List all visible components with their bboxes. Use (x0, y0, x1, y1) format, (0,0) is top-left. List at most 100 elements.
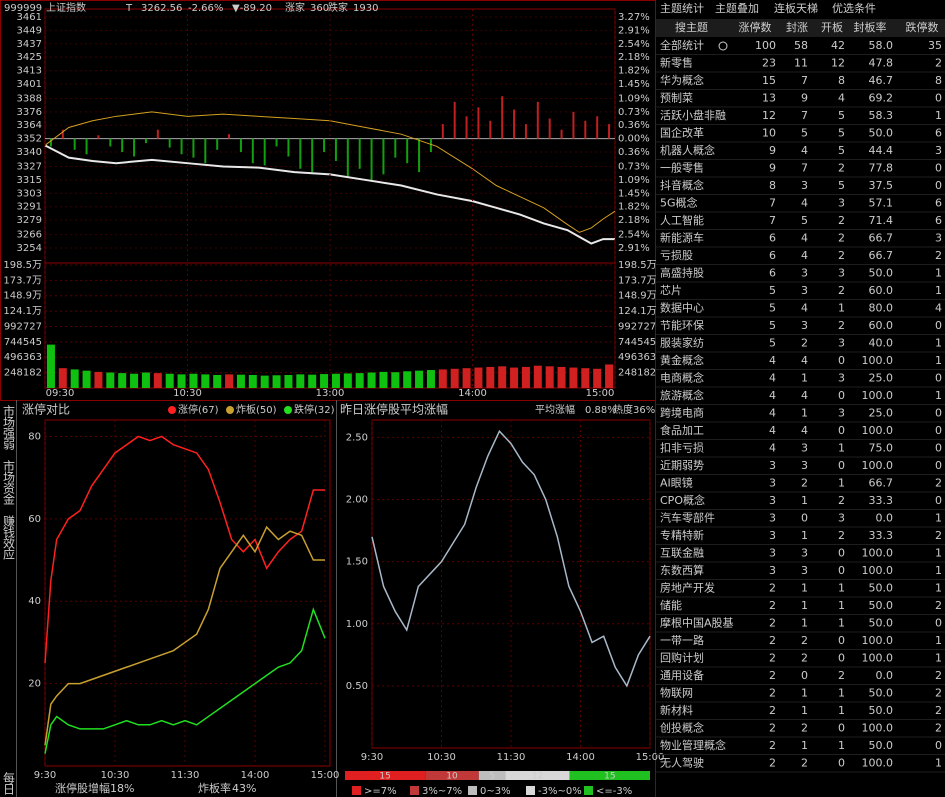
theme-name[interactable]: 新能源车 (660, 231, 704, 245)
cell: 2 (769, 687, 776, 700)
cell: 60.0 (869, 284, 894, 297)
y-tick-label: 3376 (17, 107, 42, 118)
theme-name[interactable]: 无人驾驶 (660, 756, 704, 770)
theme-name[interactable]: 预制菜 (660, 92, 693, 105)
cell: 3 (801, 284, 808, 297)
theme-name[interactable]: 亏损股 (660, 248, 693, 262)
theme-name[interactable]: 全部统计 (660, 38, 704, 52)
theme-name[interactable]: 回购计划 (660, 651, 704, 665)
theme-name[interactable]: 新零售 (660, 56, 693, 70)
theme-name[interactable]: 汽车零部件 (660, 511, 715, 525)
theme-name[interactable]: 储能 (660, 598, 682, 612)
theme-name[interactable]: 东数西算 (660, 563, 704, 577)
column-header[interactable]: 跌停数 (906, 20, 939, 34)
cell: 3 (801, 319, 808, 332)
cell: 100.0 (862, 389, 894, 402)
cell: 50.0 (869, 127, 894, 140)
distribution-segment (345, 771, 426, 780)
column-header[interactable]: 开板 (821, 20, 843, 34)
theme-name[interactable]: 数据中心 (660, 301, 704, 315)
theme-name[interactable]: 近期弱势 (660, 459, 704, 472)
theme-name[interactable]: 物联网 (660, 686, 693, 700)
side-tab[interactable]: 每日 (2, 771, 16, 795)
side-tab[interactable]: 赚钱效应 (2, 514, 16, 560)
theme-name[interactable]: 摩根中国A股基 (660, 616, 734, 630)
side-tab[interactable]: 市场强弱 (2, 404, 16, 451)
breadth-bar (358, 138, 361, 169)
y-tick-label: 3291 (17, 202, 42, 213)
cell: 69.2 (869, 92, 894, 105)
theme-name[interactable]: 节能环保 (660, 318, 704, 332)
theme-name[interactable]: 5G概念 (660, 196, 698, 210)
column-header[interactable]: 搜主题 (675, 20, 708, 34)
theme-name[interactable]: 一带一路 (660, 634, 704, 647)
theme-name[interactable]: 通用设备 (660, 668, 704, 682)
volume-bar (141, 372, 150, 388)
cell: 3 (769, 494, 776, 507)
theme-name[interactable]: 创投概念 (660, 721, 704, 735)
theme-name[interactable]: 电商概念 (660, 371, 704, 385)
theme-name[interactable]: 人工智能 (660, 213, 704, 227)
column-header[interactable]: 封板率 (854, 20, 887, 34)
cell: 0 (935, 162, 942, 175)
breadth-bar (608, 124, 611, 139)
theme-name[interactable]: 互联金融 (660, 546, 704, 560)
cell: 0 (838, 424, 845, 437)
cell: 0 (935, 179, 942, 192)
y-tick-label: 3461 (17, 12, 42, 23)
header-up: 360 (310, 3, 329, 14)
avg-value: 0.88% (585, 405, 617, 416)
legend-label: 0~3% (480, 786, 511, 797)
theme-name[interactable]: 华为概念 (660, 73, 704, 87)
theme-name[interactable]: 食品加工 (660, 423, 704, 437)
theme-name[interactable]: 房地产开发 (660, 581, 715, 595)
cell: 1 (935, 354, 942, 367)
volume-bar (308, 374, 317, 388)
volume-bar (498, 366, 507, 388)
column-header[interactable]: 涨停数 (739, 20, 772, 34)
cell: 1 (935, 389, 942, 402)
table-tab[interactable]: 优选条件 (832, 1, 876, 15)
theme-name[interactable]: 抖音概念 (660, 178, 704, 192)
breadth-bar (334, 138, 337, 161)
breadth-bar (418, 138, 421, 173)
cell: 2 (838, 232, 845, 245)
cell: 1 (801, 704, 808, 717)
theme-name[interactable]: 专精特新 (660, 528, 704, 542)
theme-name[interactable]: 芯片 (660, 283, 682, 297)
segment-label: 10 (446, 772, 458, 782)
theme-name[interactable]: 旅游概念 (660, 388, 704, 402)
theme-name[interactable]: 机器人概念 (660, 143, 715, 157)
theme-name[interactable]: 国企改革 (660, 126, 704, 140)
cell: 1 (801, 617, 808, 630)
column-header[interactable]: 封涨 (786, 20, 808, 34)
pct-label: 0.73% (618, 107, 650, 118)
cell: 100.0 (862, 424, 894, 437)
side-tab[interactable]: 市场资金 (2, 459, 16, 505)
theme-name[interactable]: 跨境电商 (660, 406, 704, 420)
theme-name[interactable]: 物业管理概念 (660, 738, 726, 752)
table-tab[interactable]: 主题统计 (660, 2, 704, 15)
breadth-bar (204, 138, 207, 164)
table-tab[interactable]: 连板天梯 (774, 1, 818, 15)
y-tick-label: 3254 (17, 243, 42, 254)
theme-name[interactable]: CPO概念 (660, 493, 705, 507)
theme-name[interactable]: 高盛持股 (660, 266, 704, 280)
theme-name[interactable]: 一般零售 (660, 161, 704, 175)
theme-name[interactable]: AI眼镜 (660, 476, 693, 490)
theme-name[interactable]: 新材料 (660, 703, 693, 717)
theme-name[interactable]: 扣非亏损 (660, 441, 704, 455)
y-tick-label: 744545 (618, 337, 656, 348)
theme-name[interactable]: 黄金概念 (660, 353, 704, 367)
limit-line (44, 607, 326, 754)
table-tab[interactable]: 主题叠加 (715, 2, 759, 15)
cell: 50.0 (869, 267, 894, 280)
cell: 4 (935, 302, 942, 315)
theme-name[interactable]: 活跃小盘非融 (660, 108, 726, 122)
cell: 0 (935, 739, 942, 752)
theme-name[interactable]: 服装家纺 (660, 336, 704, 350)
cell: 4 (769, 389, 776, 402)
cell: 40.0 (869, 337, 894, 350)
cell: 0 (935, 459, 942, 472)
cell: 1 (838, 617, 845, 630)
